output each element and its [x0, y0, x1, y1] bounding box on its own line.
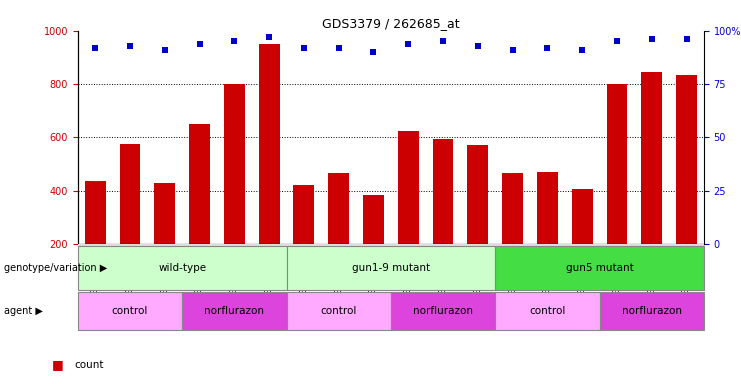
Bar — [154, 182, 175, 244]
Bar — [84, 181, 106, 244]
Bar — [572, 189, 593, 244]
Text: control: control — [321, 306, 357, 316]
Point — [368, 49, 379, 55]
Point — [193, 40, 205, 46]
Bar — [641, 72, 662, 244]
Bar — [398, 131, 419, 244]
Bar — [328, 173, 349, 244]
Bar — [293, 185, 314, 244]
Point — [542, 45, 554, 51]
Text: count: count — [74, 360, 104, 370]
Point — [507, 47, 519, 53]
Point — [298, 45, 310, 51]
Point — [263, 34, 275, 40]
Point — [228, 38, 240, 45]
Point — [437, 38, 449, 45]
Bar — [363, 195, 384, 244]
Text: gun1-9 mutant: gun1-9 mutant — [352, 263, 430, 273]
Text: norflurazon: norflurazon — [413, 306, 473, 316]
Bar — [224, 84, 245, 244]
Bar — [468, 145, 488, 244]
Text: control: control — [529, 306, 565, 316]
Text: genotype/variation ▶: genotype/variation ▶ — [4, 263, 107, 273]
Point — [333, 45, 345, 51]
Bar — [433, 139, 453, 244]
Bar — [676, 74, 697, 244]
Point — [646, 36, 658, 42]
Text: norflurazon: norflurazon — [622, 306, 682, 316]
Point — [402, 40, 414, 46]
Point — [89, 45, 101, 51]
Text: agent ▶: agent ▶ — [4, 306, 42, 316]
Bar — [189, 124, 210, 244]
Text: wild-type: wild-type — [158, 263, 206, 273]
Title: GDS3379 / 262685_at: GDS3379 / 262685_at — [322, 17, 459, 30]
Text: ■: ■ — [52, 358, 64, 371]
Point — [159, 47, 170, 53]
Bar — [537, 172, 558, 244]
Point — [124, 43, 136, 49]
Point — [611, 38, 623, 45]
Text: control: control — [112, 306, 148, 316]
Bar — [502, 173, 523, 244]
Bar — [119, 144, 140, 244]
Bar — [607, 84, 628, 244]
Point — [681, 36, 693, 42]
Text: norflurazon: norflurazon — [205, 306, 265, 316]
Point — [472, 43, 484, 49]
Point — [576, 47, 588, 53]
Text: ■: ■ — [52, 383, 64, 384]
Bar — [259, 44, 279, 244]
Text: gun5 mutant: gun5 mutant — [565, 263, 634, 273]
